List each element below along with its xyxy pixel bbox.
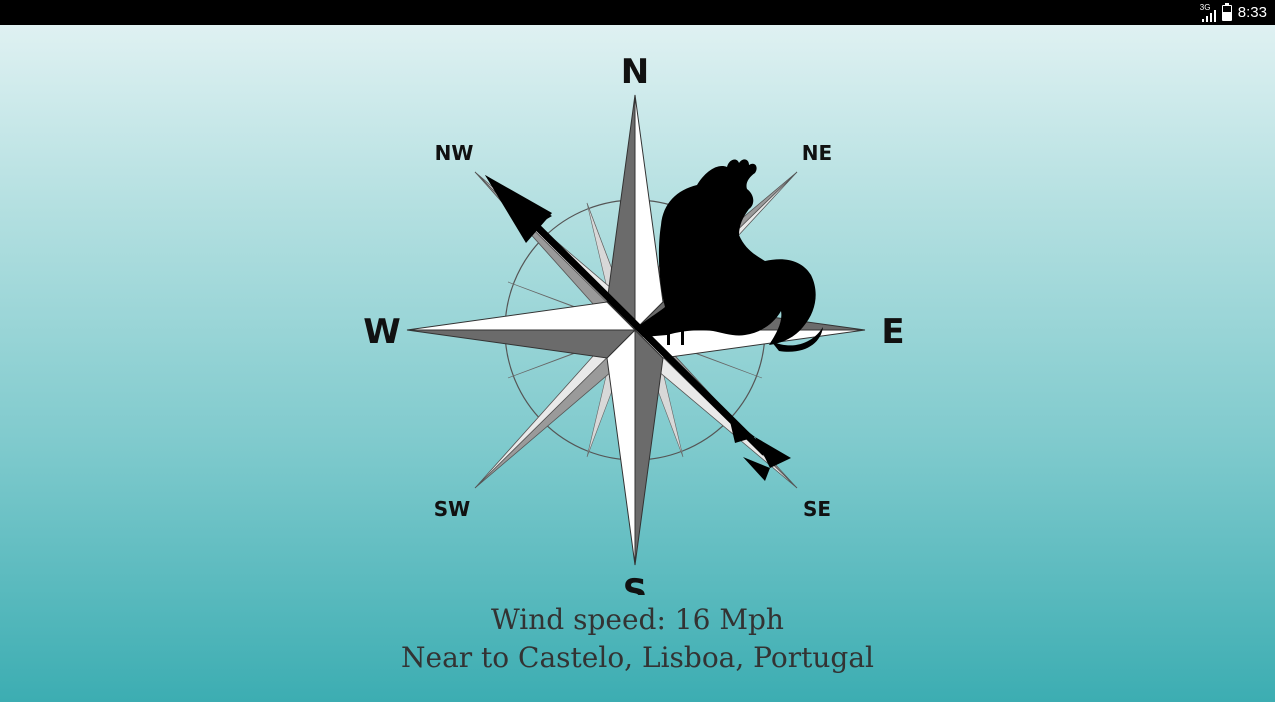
label-nw: NW — [435, 141, 474, 165]
rooster-icon — [635, 159, 823, 352]
status-time: 8:33 — [1237, 4, 1267, 21]
wind-direction-arrow — [485, 175, 791, 481]
location-text: Near to Castelo, Lisboa, Portugal — [401, 641, 874, 674]
direction-labels: N E S W NE SE SW NW — [363, 52, 904, 595]
compass-screen: N E S W NE SE SW NW Wind speed: 16 Mph N… — [0, 25, 1275, 702]
signal-icon: 3G — [1199, 2, 1216, 22]
label-n: N — [621, 52, 649, 92]
battery-icon — [1221, 2, 1232, 21]
network-type-label: 3G — [1199, 2, 1211, 12]
status-bar: 3G 8:33 — [0, 0, 1275, 25]
compass-rose: N E S W NE SE SW NW — [363, 52, 904, 595]
label-e: E — [881, 312, 904, 352]
label-ne: NE — [802, 141, 832, 165]
label-s: S — [623, 572, 648, 595]
label-w: W — [363, 312, 401, 352]
label-se: SE — [803, 497, 831, 521]
wind-speed-text: Wind speed: 16 Mph — [491, 603, 784, 636]
label-sw: SW — [434, 497, 470, 521]
